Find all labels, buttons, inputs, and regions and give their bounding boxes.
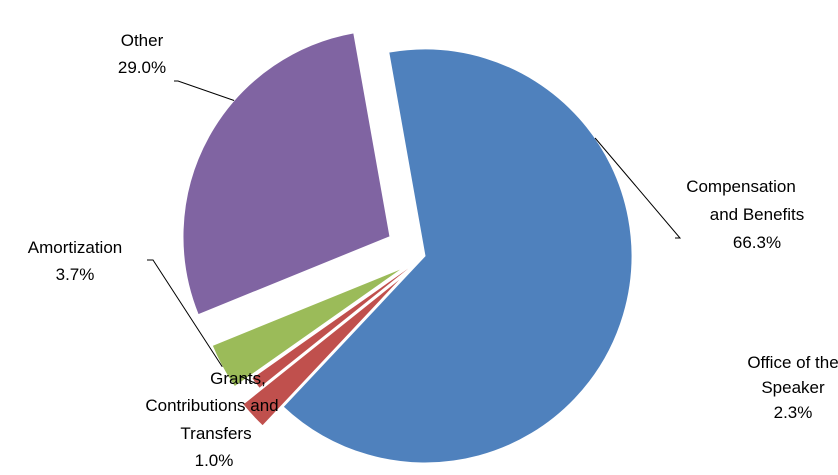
slice-labels: Compensation and Benefits 66.3% Office of t… xyxy=(28,31,838,470)
slice-percent-label: 1.0% xyxy=(195,451,234,470)
leader-line xyxy=(594,137,682,239)
slice-name-label: Other xyxy=(121,31,164,50)
slice-name-label: and Benefits xyxy=(710,205,805,224)
pie-slice-grants-contributions-and-transfers xyxy=(251,258,422,390)
slice-percent-label: 66.3% xyxy=(733,233,781,252)
slice-name-label: Speaker xyxy=(761,378,825,397)
leader-line xyxy=(239,375,256,384)
slice-name-label: Compensation xyxy=(686,177,796,196)
leader-line xyxy=(147,259,223,368)
pie-slice-compensation-and-benefits xyxy=(282,48,633,464)
slice-name-label: Amortization xyxy=(28,238,122,257)
pie-slice-amortization xyxy=(211,267,405,388)
slice-name-label: Transfers xyxy=(180,424,251,443)
slice-percent-label: 3.7% xyxy=(56,265,95,284)
slice-name-label: Contributions and xyxy=(145,396,278,415)
slice-name-label: Grants, xyxy=(210,369,266,388)
leader-lines xyxy=(147,80,682,384)
leader-line xyxy=(174,80,235,101)
slice-percent-label: 2.3% xyxy=(774,403,813,422)
pie-slice-other xyxy=(182,32,391,316)
slice-name-label: Office of the xyxy=(747,353,838,372)
slice-percent-label: 29.0% xyxy=(118,58,166,77)
pie-slices xyxy=(182,32,633,464)
pie-slice-office-of-the-speaker xyxy=(242,274,405,427)
